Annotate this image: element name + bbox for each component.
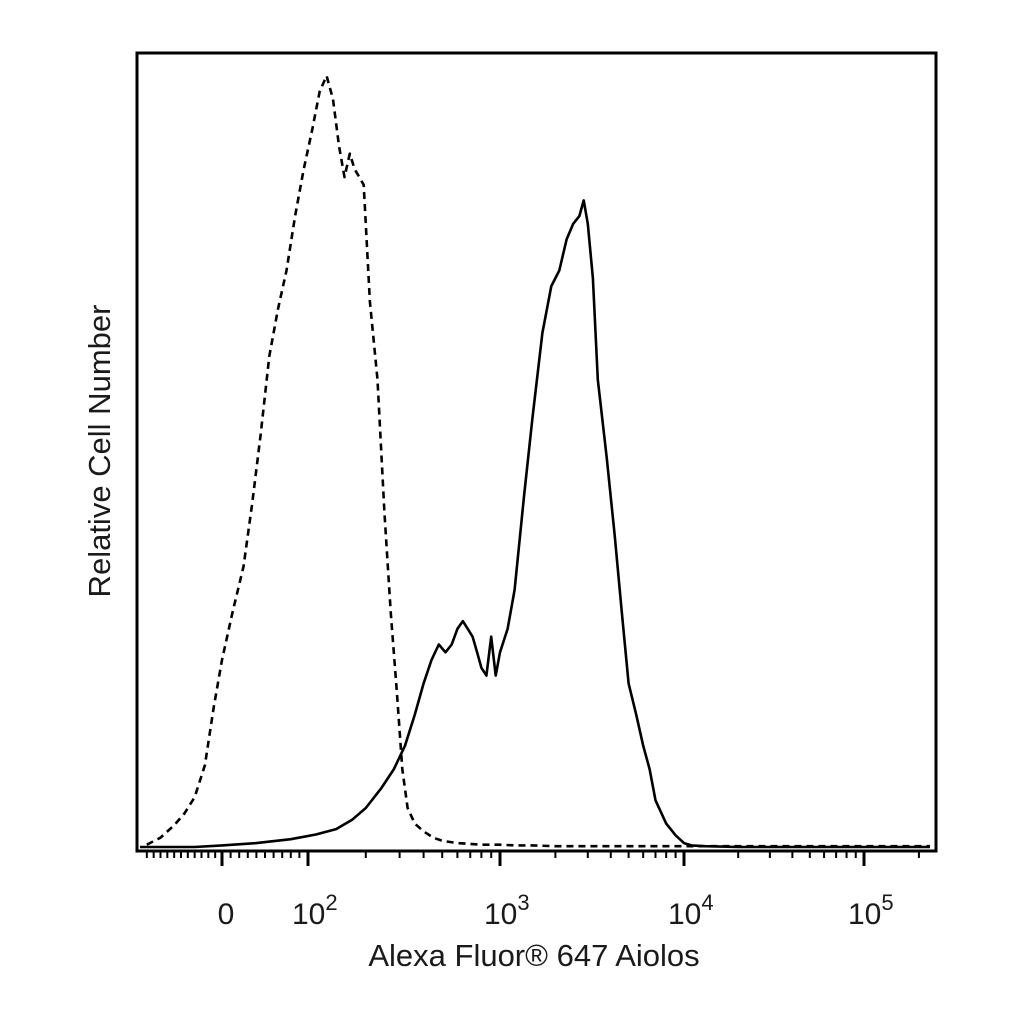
x-axis-tick-label: 102 [292,890,338,931]
tick-label-base: 0 [218,898,235,931]
tick-label-exponent: 3 [517,890,529,915]
control-histogram-line [146,74,930,848]
x-axis-tick-label: 103 [484,890,530,931]
tick-label-base: 10 [848,898,881,931]
tick-label-base: 10 [668,898,701,931]
y-axis-title: Relative Cell Number [82,305,117,598]
tick-label-base: 10 [484,898,517,931]
stained-histogram-line [140,199,930,849]
x-axis-tick-label: 105 [848,890,894,931]
tick-label-exponent: 2 [325,890,337,915]
x-axis-tick-label: 0 [218,898,235,931]
x-axis-major-ticks [220,851,866,866]
tick-label-exponent: 5 [881,890,893,915]
tick-label-base: 10 [292,898,325,931]
plot-frame [135,51,938,853]
x-axis-title: Alexa Fluor® 647 Aiolos [368,938,699,973]
tick-label-exponent: 4 [701,890,713,915]
series-lines [140,74,930,849]
x-axis-tick-labels: 0 102 103 104 105 [218,890,894,931]
x-axis-tick-label: 104 [668,890,714,931]
x-axis-minor-ticks [145,851,920,858]
